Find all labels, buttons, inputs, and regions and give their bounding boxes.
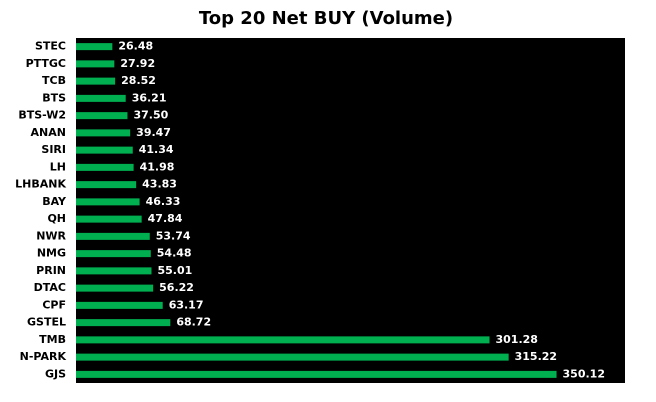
y-tick-label: N-PARK	[20, 350, 67, 363]
bar	[76, 198, 140, 206]
y-tick-label: DTAC	[34, 281, 66, 294]
bar	[76, 129, 131, 137]
value-label: 68.72	[176, 316, 211, 329]
value-label: 54.48	[157, 247, 192, 260]
bar	[76, 60, 115, 68]
bar	[76, 370, 557, 378]
y-tick-label: GJS	[45, 367, 66, 380]
value-label: 36.21	[132, 91, 167, 104]
y-tick-label: PRIN	[36, 264, 66, 277]
bar	[76, 250, 151, 258]
value-label: 315.22	[515, 350, 557, 363]
value-label: 39.47	[136, 126, 171, 139]
value-label: 47.84	[148, 212, 183, 225]
y-tick-label: NMG	[37, 247, 66, 260]
y-tick-label: SIRI	[41, 143, 66, 156]
value-label: 350.12	[563, 367, 605, 380]
y-tick-label: PTTGC	[26, 57, 66, 70]
value-label: 63.17	[169, 298, 204, 311]
y-tick-label: QH	[47, 212, 66, 225]
value-label: 55.01	[158, 264, 193, 277]
value-label: 27.92	[120, 57, 155, 70]
y-tick-label: BTS	[42, 91, 66, 104]
bar	[76, 181, 137, 189]
chart-title: Top 20 Net BUY (Volume)	[199, 8, 453, 29]
value-label: 301.28	[496, 333, 538, 346]
bar	[76, 43, 113, 51]
bar	[76, 215, 142, 223]
y-tick-label: NWR	[36, 229, 66, 242]
value-label: 53.74	[156, 229, 191, 242]
bar	[76, 267, 152, 275]
bar	[76, 232, 150, 240]
bar	[76, 336, 490, 344]
plot-area	[76, 38, 625, 383]
y-tick-label: STEC	[35, 40, 66, 53]
bar	[76, 319, 171, 327]
y-tick-label: LH	[50, 160, 66, 173]
value-label: 26.48	[118, 40, 153, 53]
value-label: 28.52	[121, 74, 156, 87]
bar	[76, 163, 134, 171]
y-tick-label: BTS-W2	[18, 109, 66, 122]
value-label: 56.22	[159, 281, 194, 294]
y-tick-label: LHBANK	[15, 178, 66, 191]
y-tick-label: TMB	[39, 333, 66, 346]
value-label: 41.98	[140, 160, 175, 173]
y-tick-label: CPF	[42, 298, 66, 311]
bar	[76, 77, 116, 85]
value-label: 37.50	[133, 109, 168, 122]
bar	[76, 112, 128, 120]
y-tick-label: TCB	[42, 74, 66, 87]
y-tick-label: ANAN	[31, 126, 66, 139]
bar	[76, 146, 133, 154]
bar	[76, 94, 126, 102]
value-label: 43.83	[142, 178, 177, 191]
value-label: 41.34	[139, 143, 174, 156]
y-tick-label: BAY	[42, 195, 67, 208]
bar	[76, 284, 154, 292]
bar	[76, 301, 163, 309]
bar	[76, 353, 509, 361]
y-tick-label: GSTEL	[27, 316, 66, 329]
value-label: 46.33	[146, 195, 181, 208]
